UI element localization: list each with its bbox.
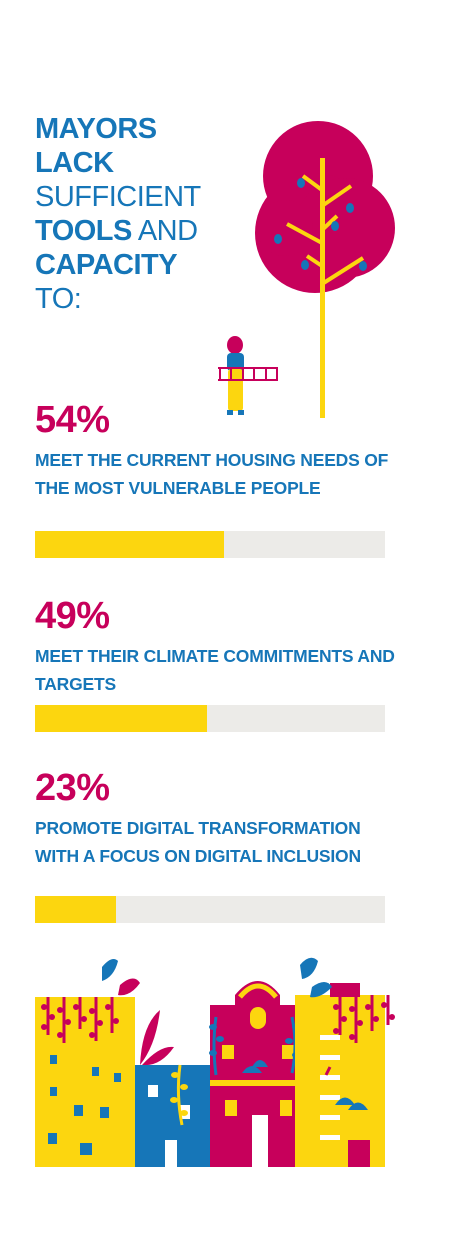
progress-fill (35, 896, 116, 923)
city-buildings-illustration (35, 957, 395, 1167)
headline-line-1: MAYORS (35, 113, 157, 145)
stat-percent: 54% (35, 399, 110, 441)
headline: MAYORS LACK SUFFICIENT TOOLS AND CAPACIT… (35, 112, 235, 316)
progress-fill (35, 531, 224, 558)
stat-description: MEET THEIR CLIMATE COMMITMENTS AND TARGE… (35, 646, 395, 694)
stat-digital: 23% PROMOTE DIGITAL TRANSFORMATION WITH … (35, 768, 395, 870)
progress-fill (35, 705, 207, 732)
headline-line-2: LACK (35, 147, 114, 179)
tree-illustration (255, 121, 395, 418)
stat-housing: 54% MEET THE CURRENT HOUSING NEEDS OF TH… (35, 400, 395, 502)
progress-bar-climate (35, 705, 385, 732)
stat-description: MEET THE CURRENT HOUSING NEEDS OF THE MO… (35, 450, 389, 498)
headline-line-3: SUFFICIENT (35, 181, 201, 213)
headline-line-5: CAPACITY (35, 249, 178, 281)
progress-bar-digital (35, 896, 385, 923)
stat-description: PROMOTE DIGITAL TRANSFORMATION WITH A FO… (35, 818, 361, 866)
headline-and: AND (131, 215, 198, 247)
headline-line-4: TOOLS AND (35, 214, 235, 248)
headline-tools: TOOLS (35, 215, 132, 247)
stat-percent: 49% (35, 595, 110, 637)
headline-line-6: TO: (35, 283, 82, 315)
stat-percent: 23% (35, 767, 110, 809)
person-with-ladder-illustration (218, 336, 278, 415)
stat-climate: 49% MEET THEIR CLIMATE COMMITMENTS AND T… (35, 596, 395, 698)
progress-bar-housing (35, 531, 385, 558)
